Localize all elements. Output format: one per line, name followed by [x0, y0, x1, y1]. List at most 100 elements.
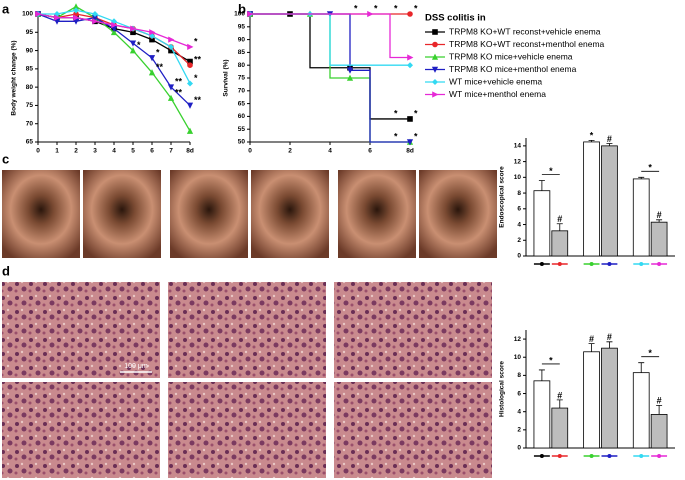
x-tick-label: 7 [169, 148, 173, 155]
marker [72, 7, 80, 14]
series-line [250, 13, 410, 66]
y-tick-label: 6 [517, 206, 521, 213]
annotation: * [590, 131, 594, 141]
marker [149, 29, 156, 36]
y-tick-label: 75 [26, 102, 34, 109]
bar [551, 407, 569, 449]
annotation: ** [175, 87, 183, 97]
group-icon [589, 454, 594, 458]
marker [247, 10, 254, 18]
group-icon [607, 262, 612, 266]
y-tick-label: 6 [517, 390, 521, 397]
y-tick-label: 14 [514, 143, 522, 150]
endoscopy-image [83, 170, 161, 258]
x-tick-label: 2 [288, 148, 292, 155]
group-icon [639, 454, 644, 458]
y-tick-label: 95 [238, 24, 246, 31]
y-tick-label: 0 [517, 253, 521, 260]
x-tick-label: 8d [186, 148, 194, 155]
y-tick-label: 55 [238, 126, 246, 133]
histology-image [334, 282, 492, 378]
x-tick-label: 0 [36, 148, 40, 155]
annotation: * [137, 40, 141, 50]
y-tick-label: 80 [26, 84, 34, 91]
histology-image [334, 382, 492, 478]
y-tick-label: 60 [238, 113, 246, 120]
annotation: * [194, 73, 198, 83]
group-icon [589, 262, 594, 266]
annotation: * [648, 348, 652, 358]
y-tick-label: 2 [517, 237, 521, 244]
bar [583, 351, 600, 449]
error-bar [656, 219, 663, 223]
legend-label: WT mice+vehicle enema [449, 76, 542, 86]
annotation: ** [194, 95, 202, 105]
bar [583, 141, 600, 257]
legend-marker [432, 91, 439, 98]
group-icon [657, 454, 662, 458]
annotation: * [354, 3, 358, 13]
y-tick-label: 10 [514, 354, 522, 361]
y-tick-label: 90 [26, 47, 34, 54]
annotation: * [394, 108, 398, 118]
bar [533, 380, 551, 449]
y-axis-label: Endoscopical score [499, 166, 506, 228]
marker [186, 127, 194, 134]
annotation: # [657, 210, 662, 220]
annotation: # [657, 396, 662, 406]
legend-marker [432, 29, 438, 35]
error-bar [606, 143, 613, 146]
group-icon [607, 454, 612, 458]
legend-title: DSS colitis in [425, 13, 486, 24]
annotation: ** [156, 62, 164, 72]
x-tick-label: 0 [248, 148, 252, 155]
y-tick-label: 70 [238, 88, 246, 95]
annotation: * [414, 131, 418, 141]
panel-label: b [238, 1, 246, 16]
annotation: * [394, 3, 398, 13]
marker [346, 74, 354, 81]
endoscopy-image [2, 170, 80, 258]
y-tick-label: 12 [514, 158, 522, 165]
panel-label: d [2, 263, 10, 278]
annotation: * [394, 131, 398, 141]
y-axis-label: Body weight change (%) [11, 40, 18, 115]
legend-marker [431, 66, 439, 73]
scale-bar-label: 100 μm [124, 363, 148, 370]
y-tick-label: 65 [26, 139, 34, 146]
y-tick-label: 95 [26, 29, 34, 36]
error-bar [588, 343, 595, 352]
legend-label: WT mice+menthol enema [449, 89, 546, 99]
panel-label: a [2, 1, 10, 16]
group-icon [557, 454, 562, 458]
group-icon [639, 262, 644, 266]
y-tick-label: 75 [238, 75, 246, 82]
photos: 100 μm [2, 170, 497, 478]
y-tick-label: 50 [238, 139, 246, 146]
y-tick-label: 4 [517, 408, 521, 415]
error-bar [538, 369, 545, 381]
marker [148, 32, 156, 39]
marker [367, 10, 374, 18]
annotation: # [607, 332, 612, 342]
histology-image [168, 282, 326, 378]
marker [130, 25, 137, 32]
marker [54, 14, 61, 21]
bar [650, 414, 668, 449]
y-tick-label: 65 [238, 100, 246, 107]
y-tick-label: 0 [517, 445, 521, 452]
x-tick-label: 2 [74, 148, 78, 155]
marker [407, 54, 414, 61]
endoscopy-image [338, 170, 416, 258]
marker [148, 55, 156, 62]
legend-label: TRPM8 KO mice+vehicle enema [449, 51, 573, 61]
group-icon [657, 262, 662, 266]
x-tick-label: 5 [131, 148, 135, 155]
bar [601, 347, 618, 449]
series-line [250, 13, 410, 59]
marker [187, 43, 194, 51]
marker [35, 10, 42, 18]
bar [601, 145, 618, 257]
annotation: # [607, 134, 612, 144]
y-tick-label: 85 [238, 49, 246, 56]
